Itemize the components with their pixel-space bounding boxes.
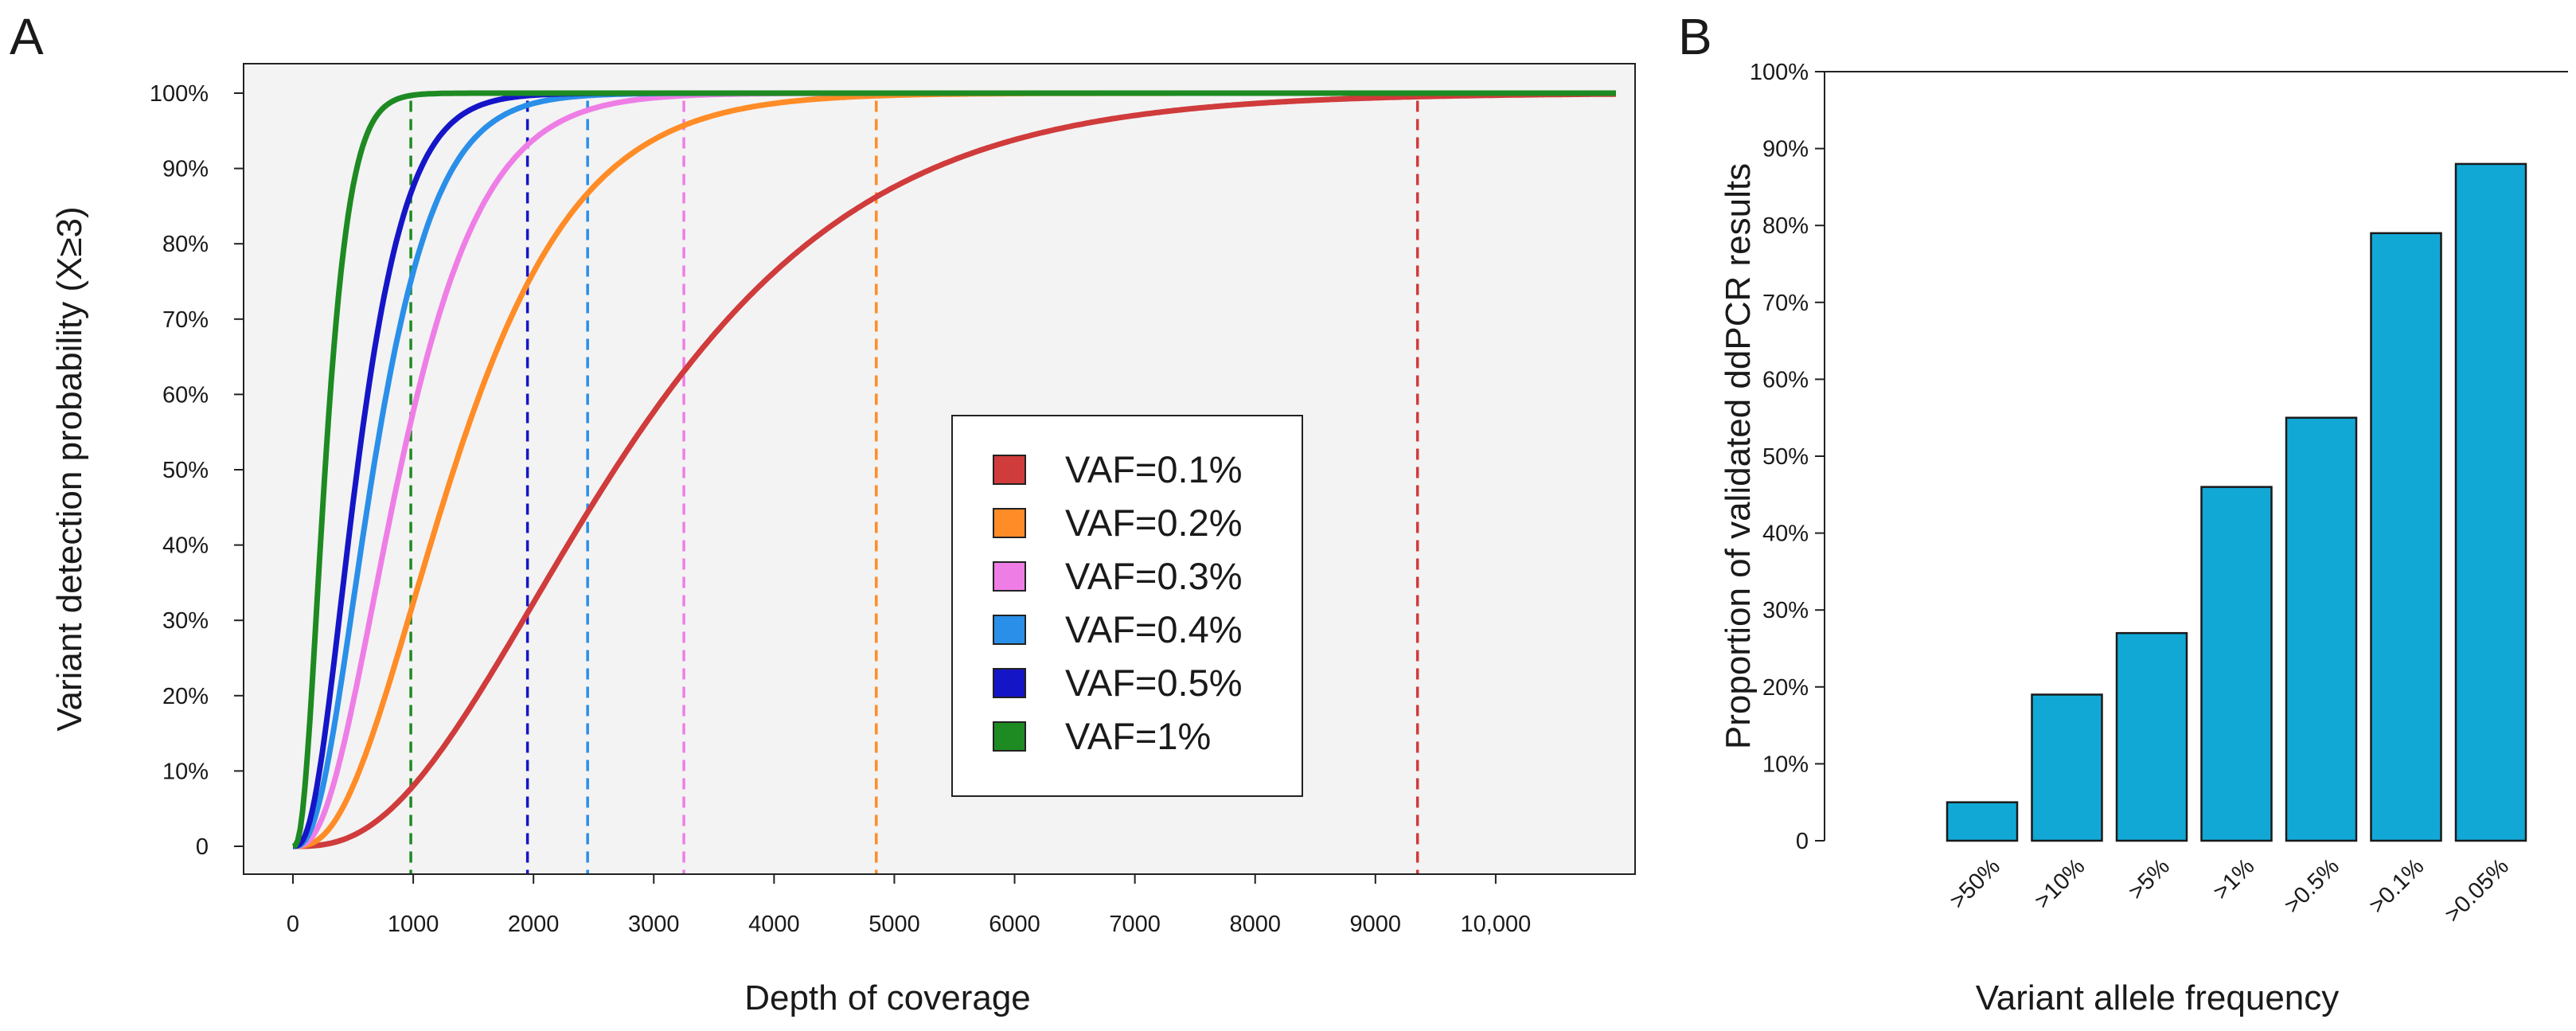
curve-VAF=1% — [291, 90, 1617, 849]
x-tick-label: >0.5% — [2280, 853, 2344, 918]
panel-a: A 0 10% 20% 30% 40% 50% 60% 70% 80% 90% 100% 0 1000… — [10, 8, 1636, 1017]
y-tick-label: 30% — [1762, 598, 1809, 623]
x-tick-label: 4000 — [748, 912, 800, 937]
x-tick-label: >5% — [2124, 853, 2175, 904]
panel-b-y-axis: 0 10% 20% 30% 40% 50% 60% 70% 80% 90% 100% — [1750, 60, 1825, 854]
x-tick-label: 9000 — [1350, 912, 1402, 937]
legend-swatch — [993, 561, 1026, 592]
y-tick-label: 10% — [1762, 752, 1809, 777]
x-tick-label: >0.1% — [2364, 853, 2429, 918]
x-tick-label: >0.05% — [2440, 853, 2514, 928]
legend-swatch — [993, 721, 1026, 752]
panel-a-plot-area — [243, 63, 1636, 875]
y-tick-label: 50% — [1762, 444, 1809, 470]
y-tick-label: 50% — [162, 458, 209, 483]
legend-label: VAF=0.1% — [1065, 448, 1243, 490]
x-tick-label: >1% — [2208, 853, 2259, 904]
x-tick-label: 0 — [287, 912, 299, 937]
panel-b-bars — [1946, 162, 2527, 842]
panel-a-y-axis-title: Variant detection probability (X≥3) — [50, 206, 89, 731]
bar->5% — [2115, 631, 2188, 842]
y-tick-label: 20% — [1762, 675, 1809, 701]
y-tick-label: 70% — [1762, 291, 1809, 316]
bar->0.1% — [2370, 232, 2442, 842]
bar->1% — [2200, 486, 2273, 842]
panel-b: B 010%20%30%40%50%60%70%80%90%100% >50% >… — [1678, 8, 2568, 1017]
legend-label: VAF=0.5% — [1065, 662, 1243, 704]
x-tick-label: 1000 — [388, 912, 439, 937]
panel-a-x-axis-title: Depth of coverage — [744, 978, 1031, 1017]
y-tick-label: 100% — [150, 81, 209, 107]
x-tick-label: 8000 — [1229, 912, 1281, 937]
panel-a-threshold-lines — [409, 100, 1419, 873]
panel-b-y-axis-title: Proportion of validated ddPCR results — [1719, 163, 1758, 749]
y-tick-label: 80% — [1762, 213, 1809, 239]
panel-a-x-axis: 0 1000 2000 3000 4000 5000 6000 7000 8000 9000 10,… — [287, 874, 1531, 937]
y-tick-label: 90% — [162, 157, 209, 182]
y-tick-label: 60% — [162, 382, 209, 408]
y-tick-label: 80% — [162, 232, 209, 257]
x-tick-label: 6000 — [989, 912, 1040, 937]
x-tick-label: 5000 — [868, 912, 920, 937]
y-tick-label: 30% — [162, 608, 209, 634]
bar->0.5% — [2285, 416, 2358, 842]
panel-b-x-axis: >50% >10% >5% >1% >0.5% >0.1% >0.05% — [1945, 853, 2514, 928]
x-tick-label: 10,000 — [1461, 912, 1532, 937]
y-tick-label: 40% — [162, 533, 209, 559]
legend-label: VAF=0.2% — [1065, 502, 1243, 544]
curve-VAF=0.1% — [292, 91, 1617, 849]
panel-b-letter: B — [1678, 8, 1712, 65]
legend-label: VAF=0.4% — [1065, 608, 1243, 650]
bar->50% — [1946, 801, 2019, 842]
bar->10% — [2031, 693, 2103, 842]
y-tick-label: 10% — [162, 759, 209, 784]
legend-swatch — [993, 508, 1026, 538]
panel-a-legend: VAF=0.1% VAF=0.2% VAF=0.3% VAF=0.4% VAF=0.5%… — [951, 415, 1303, 797]
legend-swatch — [993, 455, 1026, 485]
panel-a-letter: A — [10, 8, 44, 65]
y-tick-label: 100% — [1750, 60, 1809, 85]
legend-swatch — [993, 668, 1026, 698]
y-tick-label: 60% — [1762, 367, 1809, 392]
panel-a-y-axis: 0 10% 20% 30% 40% 50% 60% 70% 80% 90% 100% — [150, 81, 244, 860]
y-tick-label: 0 — [196, 834, 209, 860]
x-tick-label: >10% — [2030, 853, 2090, 914]
panel-a-curves — [291, 90, 1617, 849]
panel-b-x-axis-title: Variant allele frequency — [1976, 978, 2340, 1017]
legend-label: VAF=0.3% — [1065, 555, 1243, 597]
x-tick-label: >50% — [1945, 853, 2005, 914]
x-tick-label: 3000 — [628, 912, 680, 937]
bar->0.05% — [2454, 162, 2527, 842]
legend-swatch — [993, 615, 1026, 645]
x-tick-label: 2000 — [508, 912, 560, 937]
y-tick-label: 70% — [162, 307, 209, 333]
y-tick-label: 40% — [1762, 521, 1809, 547]
y-tick-label: 20% — [162, 684, 209, 709]
legend-label: VAF=1% — [1065, 715, 1211, 757]
x-tick-label: 7000 — [1109, 912, 1161, 937]
y-tick-label: 90% — [1762, 137, 1809, 162]
y-tick-label: 0 — [1796, 829, 1809, 854]
